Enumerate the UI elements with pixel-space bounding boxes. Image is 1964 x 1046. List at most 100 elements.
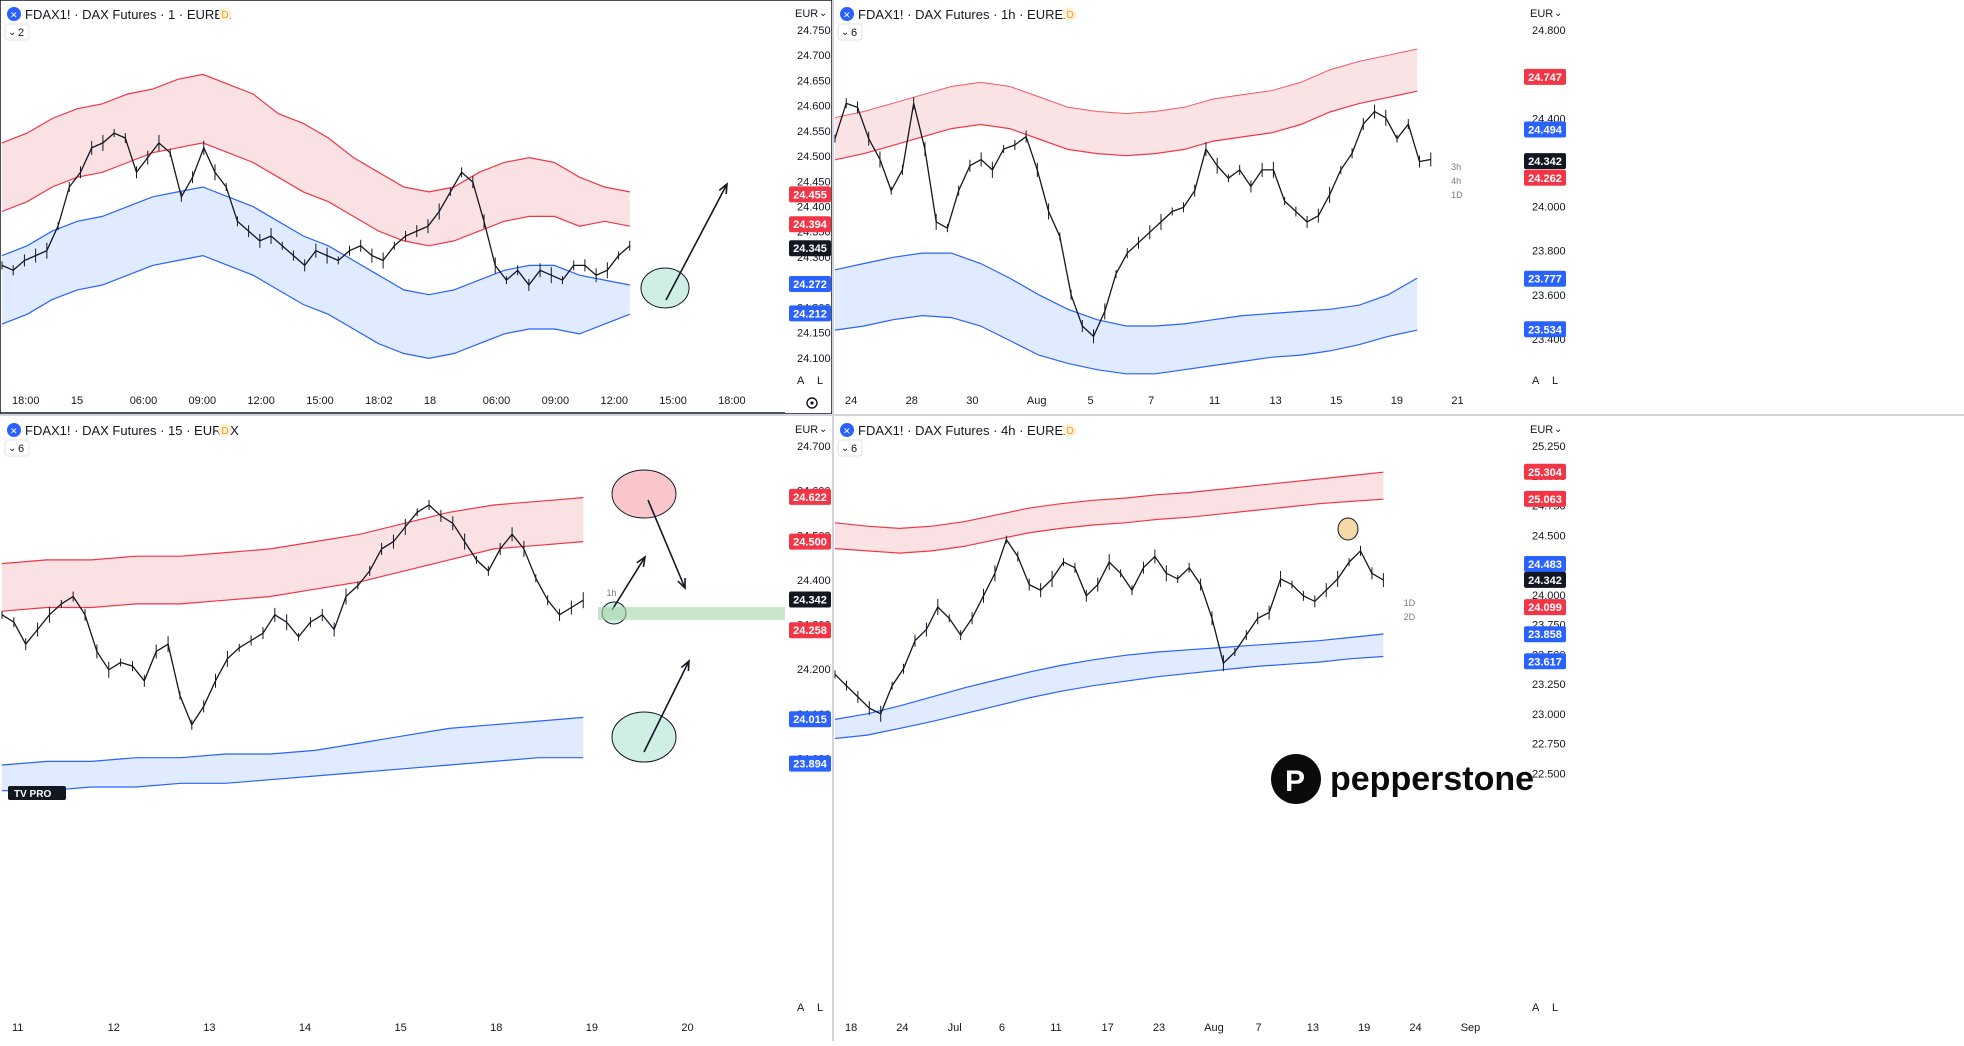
price-badge: 24.258	[789, 622, 831, 639]
support-zone	[598, 607, 785, 620]
price-axis[interactable]	[785, 1, 831, 413]
arrow-head	[636, 555, 647, 568]
currency-select[interactable]: EUR	[1530, 424, 1553, 436]
time-tick-label: 11	[1209, 395, 1220, 407]
time-tick-label: 18	[424, 395, 436, 407]
lower-band-bottom-line	[834, 314, 1418, 375]
price-badge-bg	[1524, 490, 1566, 507]
target-ellipse-green[interactable]	[640, 267, 690, 309]
price-axis[interactable]	[785, 417, 831, 1040]
currency-select[interactable]: EUR	[795, 424, 818, 436]
time-tick-label: Jul	[948, 1022, 962, 1034]
price-badge-label: 24.099	[1528, 602, 1562, 614]
price-badge: 23.534	[1524, 321, 1566, 338]
logo-circle	[7, 423, 21, 437]
price-badge: 24.099	[1524, 599, 1566, 616]
indicator-toggle-bg[interactable]	[4, 439, 30, 457]
log-scale-button[interactable]: L	[817, 375, 823, 387]
highlight-ellipse-orange[interactable]	[1337, 517, 1359, 541]
symbol-title[interactable]: FDAX1! · DAX Futures · 1h · EUREX	[858, 7, 1072, 22]
price-badge: 23.617	[1524, 653, 1566, 670]
price-tick-label: 24.000	[1532, 590, 1566, 602]
price-badge: 23.858	[1524, 626, 1566, 643]
chevron-down-icon: ⌄	[841, 443, 849, 454]
symbol-title[interactable]: FDAX1! · DAX Futures · 15 · EUREX	[25, 423, 239, 438]
d-badge-icon	[1063, 7, 1077, 21]
price-badge-bg	[789, 711, 831, 728]
chart-panel-p3[interactable]: 24.70024.60024.50024.40024.30024.20024.1…	[1, 417, 831, 1040]
indicator-toggle[interactable]: ⌄ 6	[837, 23, 863, 41]
time-tick-label: 12:00	[247, 395, 275, 407]
indicator-toggle[interactable]: ⌄ 2	[4, 23, 30, 41]
time-tick-label: 7	[1148, 395, 1154, 407]
price-badge: 24.342	[1524, 153, 1566, 170]
auto-scale-button[interactable]: A	[1532, 375, 1540, 387]
indicator-count: 2	[18, 27, 24, 39]
indicator-toggle[interactable]: ⌄ 6	[4, 439, 30, 457]
time-tick-label: 6	[999, 1022, 1005, 1034]
price-badge: 25.063	[1524, 490, 1566, 507]
time-tick-label: 15	[1330, 395, 1342, 407]
log-scale-button[interactable]: L	[817, 1002, 823, 1014]
time-tick-label: 18	[490, 1022, 502, 1034]
delay-badge-label: D	[1067, 10, 1074, 21]
time-tick-label: 06:00	[483, 395, 511, 407]
price-badge-bg	[1524, 463, 1566, 480]
price-axis[interactable]	[1520, 1, 1962, 413]
upper-band-fill	[2, 74, 630, 246]
auto-scale-button[interactable]: A	[797, 1002, 805, 1014]
chart-panel-p1[interactable]: 24.750 24.700 24.650 24.600 24.550 24.500 24.4…	[1, 1, 831, 413]
gear-hub	[810, 401, 814, 405]
indicator-toggle-bg[interactable]	[4, 23, 30, 41]
time-tick-label: 15	[71, 395, 83, 407]
level-label: 1D	[1404, 598, 1416, 608]
price-badge-label: 24.494	[1528, 124, 1563, 136]
d-badge-icon	[218, 7, 232, 21]
symbol-title[interactable]: FDAX1! · DAX Futures · 1 · EUREX	[25, 7, 232, 22]
target-ellipse-red[interactable]	[611, 469, 677, 519]
time-tick-label: 7	[1255, 1022, 1261, 1034]
indicator-toggle-bg[interactable]	[837, 23, 863, 41]
price-badge-bg	[1524, 599, 1566, 616]
time-tick-label: 06:00	[130, 395, 158, 407]
price-tick-label: 24.000	[1532, 202, 1566, 214]
bullish-arrow-2[interactable]	[643, 659, 690, 753]
price-axis[interactable]	[1520, 417, 1962, 1040]
indicator-count: 6	[851, 27, 857, 39]
price-tick-label: 24.450	[797, 176, 831, 188]
log-scale-button[interactable]: L	[1552, 1002, 1558, 1014]
price-tick-label: 24.650	[797, 75, 831, 87]
auto-scale-button[interactable]: A	[797, 375, 805, 387]
currency-select[interactable]: EUR	[1530, 8, 1553, 20]
bullish-arrow[interactable]	[665, 182, 728, 301]
indicator-toggle-bg[interactable]	[837, 439, 863, 457]
symbol-title[interactable]: FDAX1! · DAX Futures · 4h · EUREX	[858, 423, 1072, 438]
target-ellipse-green-2[interactable]	[611, 711, 677, 763]
gear-icon[interactable]	[806, 397, 818, 409]
currency-select[interactable]: EUR	[795, 8, 818, 20]
bearish-arrow[interactable]	[647, 499, 686, 590]
chevron-down-icon: ⌄	[819, 424, 827, 435]
chart-panel-p4[interactable]: 25.25025.00024.75024.50024.25024.00023.7…	[834, 417, 1962, 1040]
d-badge-icon	[218, 423, 232, 437]
price-badge-bg	[789, 305, 831, 322]
logo-circle	[840, 7, 854, 21]
indicator-toggle[interactable]: ⌄ 6	[837, 439, 863, 457]
chart-panel-p2[interactable]: 24.80024.60024.40024.20024.00023.80023.6…	[834, 1, 1962, 413]
bullish-arrow-small[interactable]	[611, 555, 647, 611]
upper-band-top-line	[1, 73, 630, 193]
price-badge: 24.455	[789, 186, 831, 203]
arrow-shaft	[647, 499, 686, 589]
tv-logo-label: TV PRO	[14, 789, 51, 800]
price-badge-bg	[1524, 121, 1566, 138]
log-scale-button[interactable]: L	[1552, 375, 1558, 387]
delay-badge-label: D	[222, 426, 229, 437]
auto-scale-button[interactable]: A	[1532, 1002, 1540, 1014]
arrow-head	[677, 577, 686, 590]
time-tick-label: 20	[681, 1022, 693, 1034]
price-badge-bg	[789, 591, 831, 608]
price-badge-label: 24.258	[793, 625, 827, 637]
time-tick-label: Aug	[1204, 1022, 1224, 1034]
time-tick-label: 11	[12, 1022, 23, 1034]
price-tick-label: 24.500	[1532, 530, 1566, 542]
